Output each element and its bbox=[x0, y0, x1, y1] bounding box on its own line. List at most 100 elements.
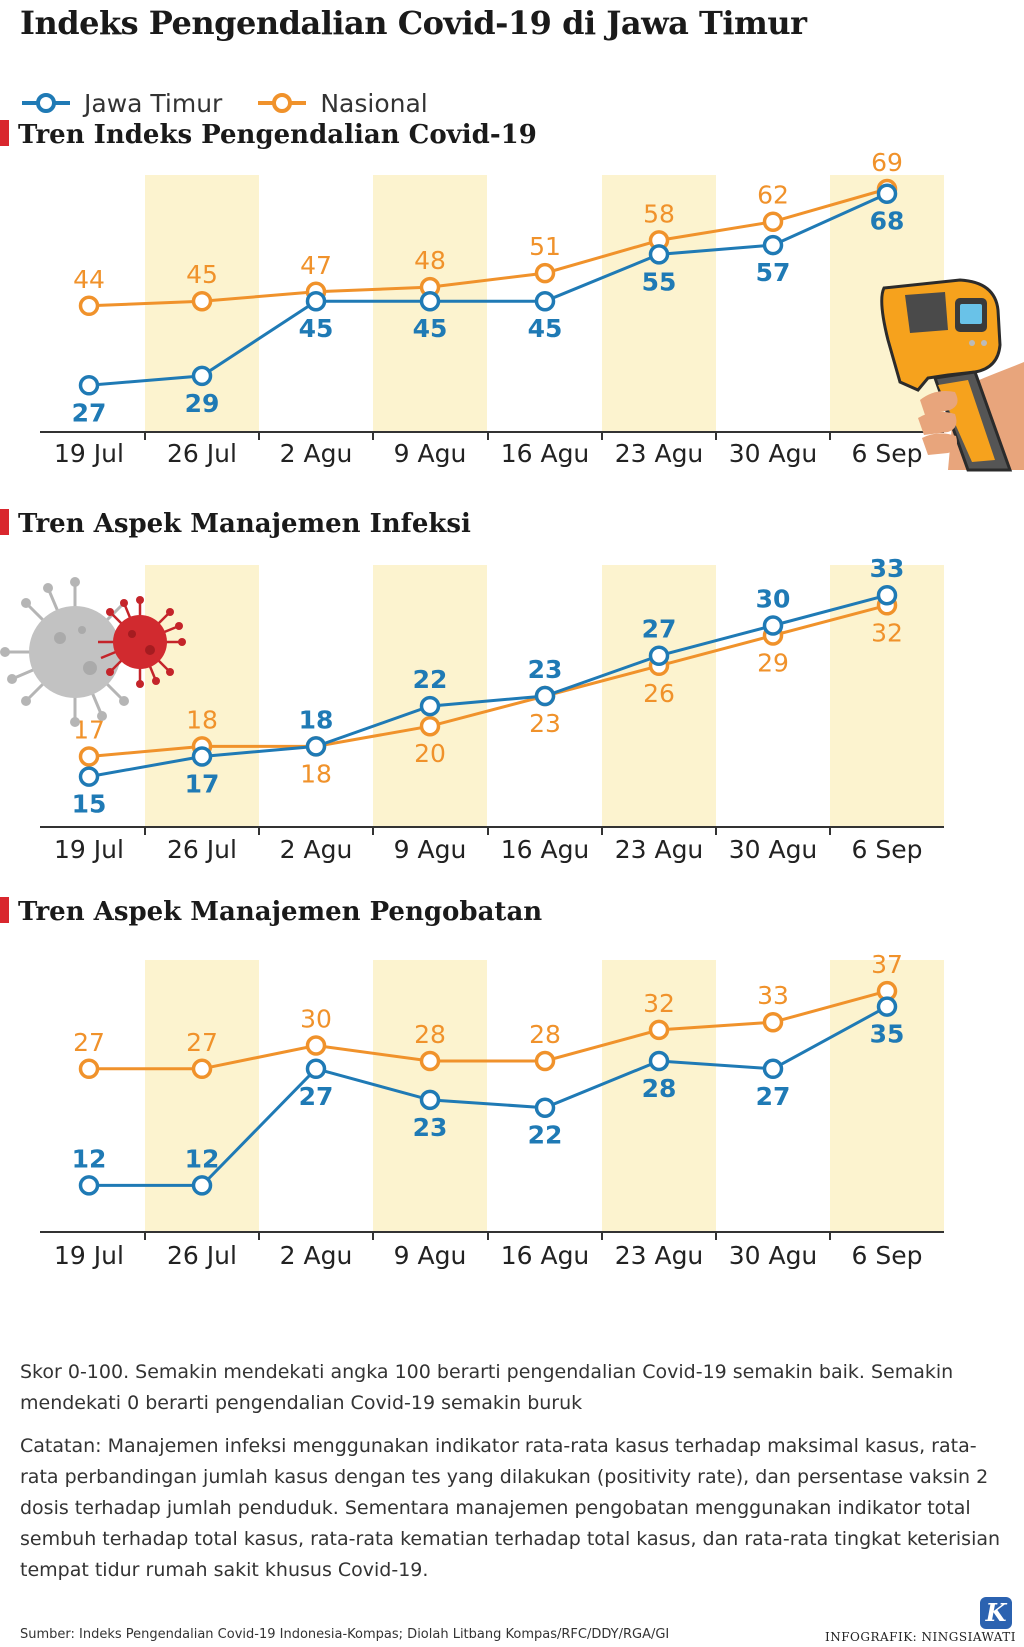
data-label-nasional: 44 bbox=[73, 265, 105, 294]
data-label-nasional: 32 bbox=[871, 618, 903, 647]
data-label-jawa-timur: 68 bbox=[870, 207, 905, 236]
x-tick-label: 9 Agu bbox=[394, 835, 467, 864]
chart-1: Tren Indeks Pengendalian Covid-19 19 Jul 2… bbox=[0, 120, 944, 468]
data-point-jawa-timur bbox=[762, 1058, 784, 1080]
data-label-nasional: 48 bbox=[414, 246, 446, 275]
legend: Jawa Timur Nasional bbox=[20, 86, 462, 120]
data-label-jawa-timur: 30 bbox=[756, 585, 791, 614]
page-title: Indeks Pengendalian Covid-19 di Jawa Tim… bbox=[20, 4, 807, 42]
chart-title-marker bbox=[0, 897, 9, 923]
data-label-nasional: 18 bbox=[186, 705, 218, 734]
data-label-nasional: 28 bbox=[414, 1020, 446, 1049]
x-tick-label: 30 Agu bbox=[729, 439, 818, 468]
x-tick-label: 26 Jul bbox=[167, 439, 237, 468]
data-point-jawa-timur bbox=[762, 234, 784, 256]
data-point-nasional bbox=[648, 1019, 670, 1041]
data-label-jawa-timur: 27 bbox=[299, 1082, 334, 1111]
chart-title: Tren Aspek Manajemen Pengobatan bbox=[18, 897, 542, 927]
data-label-nasional: 45 bbox=[186, 260, 218, 289]
infographic-credit: INFOGRAFIK: NINGSIAWATI bbox=[824, 1630, 1016, 1644]
data-point-jawa-timur bbox=[876, 584, 898, 606]
data-point-jawa-timur bbox=[305, 736, 327, 757]
data-label-nasional: 33 bbox=[757, 981, 789, 1010]
data-point-nasional bbox=[78, 295, 100, 317]
column-band bbox=[145, 565, 259, 827]
x-tick-label: 6 Sep bbox=[852, 439, 923, 468]
x-tick-label: 23 Agu bbox=[615, 1241, 704, 1270]
data-label-nasional: 32 bbox=[643, 989, 675, 1018]
data-point-jawa-timur bbox=[648, 645, 670, 666]
data-label-jawa-timur: 35 bbox=[870, 1020, 905, 1049]
data-label-jawa-timur: 55 bbox=[642, 267, 677, 296]
series-line-nasional bbox=[88, 603, 888, 758]
chart-title: Tren Indeks Pengendalian Covid-19 bbox=[18, 120, 537, 150]
x-tick-label: 30 Agu bbox=[729, 835, 818, 864]
data-point-jawa-timur bbox=[648, 1050, 670, 1072]
data-point-jawa-timur bbox=[305, 1058, 327, 1080]
data-point-jawa-timur bbox=[876, 183, 898, 204]
data-label-nasional: 62 bbox=[757, 181, 789, 210]
data-label-jawa-timur: 17 bbox=[185, 770, 220, 799]
virus-red-icon bbox=[98, 596, 186, 688]
data-label-nasional: 47 bbox=[300, 251, 332, 280]
data-label-jawa-timur: 57 bbox=[756, 258, 791, 287]
legend-marker-jawa-timur-icon bbox=[22, 93, 70, 113]
series-line-jawa-timur bbox=[89, 1005, 888, 1187]
data-label-nasional: 27 bbox=[73, 1028, 105, 1057]
data-label-jawa-timur: 12 bbox=[185, 1144, 220, 1173]
data-label-jawa-timur: 33 bbox=[870, 554, 905, 583]
chart-2: Tren Aspek Manajemen Infeksi 19 Jul 26 Jul… bbox=[0, 509, 944, 864]
legend-marker-nasional-icon bbox=[258, 93, 307, 113]
data-point-jawa-timur bbox=[305, 290, 327, 312]
chart-title-marker bbox=[0, 509, 9, 535]
data-label-jawa-timur: 18 bbox=[299, 705, 334, 734]
thermometer-gun-icon bbox=[880, 278, 1024, 472]
series-line-nasional bbox=[89, 989, 888, 1071]
data-label-jawa-timur: 22 bbox=[413, 665, 448, 694]
data-point-nasional bbox=[191, 1058, 213, 1080]
chart-title: Tren Aspek Manajemen Infeksi bbox=[18, 509, 471, 539]
data-label-nasional: 28 bbox=[529, 1020, 561, 1049]
data-point-jawa-timur bbox=[534, 685, 556, 707]
data-label-nasional: 69 bbox=[871, 148, 903, 177]
x-tick-label: 19 Jul bbox=[54, 835, 124, 864]
data-label-nasional: 20 bbox=[414, 739, 446, 768]
x-tick-label: 2 Agu bbox=[280, 439, 353, 468]
data-point-nasional bbox=[534, 1050, 556, 1072]
data-point-jawa-timur bbox=[419, 290, 441, 312]
data-point-jawa-timur bbox=[876, 996, 898, 1017]
data-point-jawa-timur bbox=[419, 1089, 441, 1111]
x-tick-label: 9 Agu bbox=[394, 1241, 467, 1270]
data-label-nasional: 30 bbox=[300, 1005, 332, 1034]
data-point-jawa-timur bbox=[762, 615, 784, 636]
data-label-jawa-timur: 27 bbox=[756, 1082, 791, 1111]
legend-label-nasional: Nasional bbox=[320, 88, 428, 118]
data-point-nasional bbox=[419, 1050, 441, 1072]
data-point-nasional bbox=[78, 1058, 100, 1080]
data-label-nasional: 27 bbox=[186, 1028, 218, 1057]
data-label-jawa-timur: 23 bbox=[413, 1113, 448, 1142]
series-line-jawa-timur bbox=[88, 192, 888, 387]
x-tick-label: 26 Jul bbox=[167, 1241, 237, 1270]
data-point-jawa-timur bbox=[648, 244, 670, 265]
legend-item-jawa-timur: Jawa Timur bbox=[20, 89, 222, 118]
legend-item-nasional: Nasional bbox=[256, 88, 428, 118]
x-tick-label: 30 Agu bbox=[729, 1241, 818, 1270]
data-label-jawa-timur: 22 bbox=[528, 1121, 563, 1150]
series-line-nasional bbox=[88, 187, 888, 308]
series-line-jawa-timur bbox=[88, 593, 888, 779]
column-band bbox=[602, 565, 716, 827]
data-label-jawa-timur: 15 bbox=[72, 790, 107, 819]
data-point-jawa-timur bbox=[78, 766, 100, 787]
x-tick-label: 26 Jul bbox=[167, 835, 237, 864]
data-point-nasional bbox=[534, 262, 556, 284]
data-label-jawa-timur: 28 bbox=[642, 1074, 677, 1103]
data-label-jawa-timur: 45 bbox=[528, 314, 563, 343]
kompas-logo-icon: K bbox=[980, 1597, 1012, 1629]
x-tick-label: 16 Agu bbox=[501, 1241, 590, 1270]
x-tick-label: 2 Agu bbox=[280, 1241, 353, 1270]
catatan-note: Catatan: Manajemen infeksi menggunakan i… bbox=[20, 1435, 1001, 1581]
x-tick-label: 19 Jul bbox=[54, 439, 124, 468]
data-label-nasional: 26 bbox=[643, 679, 675, 708]
data-point-nasional bbox=[762, 211, 784, 232]
